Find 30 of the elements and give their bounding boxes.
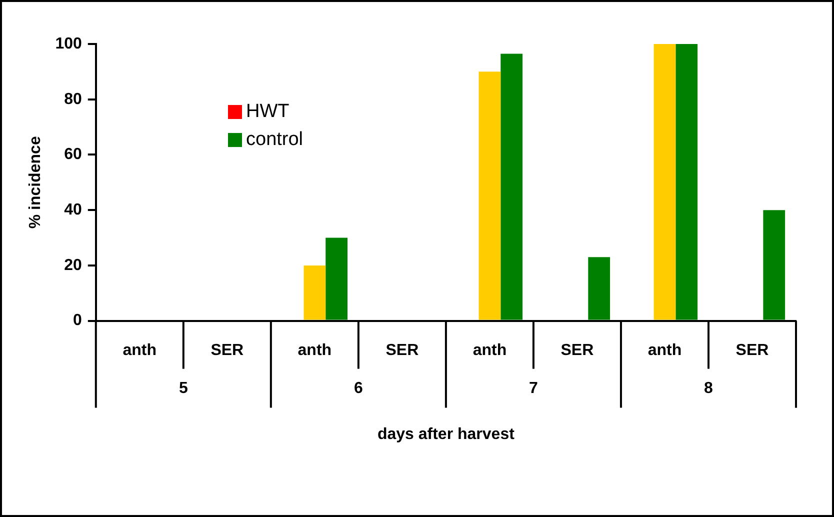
x-tick-label: anth [472, 342, 507, 359]
bar [304, 265, 326, 320]
y-tick-label: 100 [55, 35, 82, 52]
bar [588, 257, 610, 320]
y-tick-label: 60 [64, 146, 82, 164]
legend-label: control [246, 128, 304, 152]
x-tick-label: SER [736, 342, 770, 359]
x-tick-label: anth [122, 342, 157, 359]
x-tick-label: SER [386, 342, 420, 359]
legend-label: HWT [246, 100, 290, 124]
bar [500, 54, 523, 320]
text: 6 [354, 380, 363, 398]
text: 8 [704, 380, 714, 398]
y-tick-label: 80 [64, 90, 82, 108]
x-tick-label: anth [298, 342, 332, 359]
y-axis-title: % incidence [27, 136, 44, 229]
text: 5 [178, 380, 188, 398]
bar [763, 210, 786, 320]
y-tick-label: 0 [72, 312, 82, 330]
x-axis-title: days after harvest [377, 426, 516, 444]
x-tick-label: anth [648, 342, 682, 359]
text: 7 [529, 380, 538, 398]
x-tick-label: SER [210, 342, 244, 359]
bar [676, 44, 698, 320]
bar [478, 72, 501, 320]
y-tick-label: 40 [64, 201, 82, 218]
bar [326, 238, 348, 320]
y-tick-label: 20 [64, 256, 82, 274]
x-tick-label: SER [560, 342, 594, 359]
bar [654, 44, 676, 320]
